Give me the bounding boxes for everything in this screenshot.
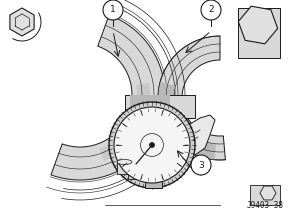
Polygon shape [128, 168, 143, 179]
Text: 2: 2 [208, 5, 214, 15]
Polygon shape [250, 185, 280, 205]
Text: 3: 3 [198, 160, 204, 170]
Circle shape [103, 0, 123, 20]
Polygon shape [133, 108, 172, 122]
Text: J9403-38: J9403-38 [247, 201, 284, 210]
Circle shape [149, 143, 154, 148]
Polygon shape [178, 115, 215, 155]
Polygon shape [145, 181, 162, 188]
Polygon shape [158, 82, 216, 160]
Ellipse shape [117, 160, 132, 165]
Circle shape [201, 0, 221, 20]
Polygon shape [158, 36, 225, 160]
Polygon shape [238, 6, 278, 44]
Circle shape [114, 107, 190, 183]
Text: 1: 1 [110, 5, 116, 15]
Polygon shape [100, 83, 150, 161]
Polygon shape [125, 95, 195, 118]
Polygon shape [117, 162, 132, 174]
Circle shape [191, 155, 211, 175]
Polygon shape [130, 95, 170, 110]
Polygon shape [10, 8, 34, 36]
Polygon shape [238, 8, 280, 58]
Polygon shape [260, 186, 276, 200]
Circle shape [109, 102, 195, 188]
Polygon shape [51, 15, 165, 180]
